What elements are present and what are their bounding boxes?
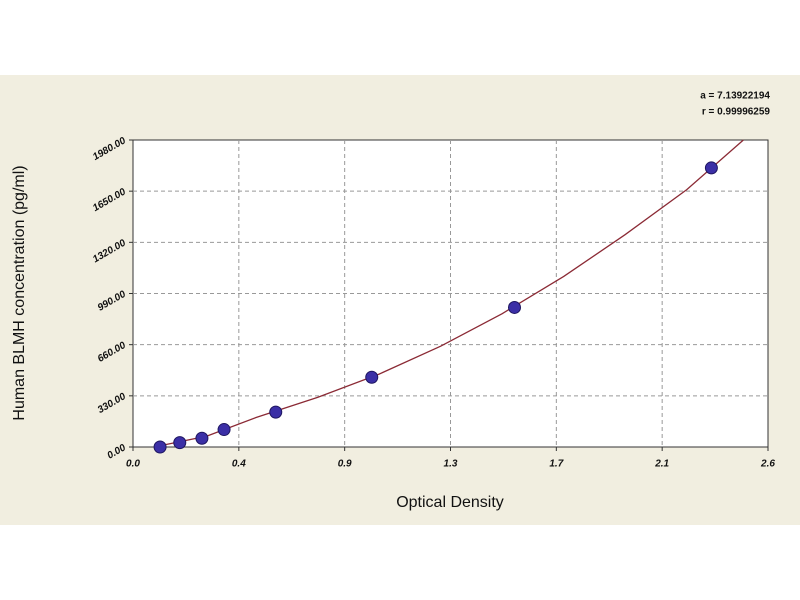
data-point [217,423,231,437]
data-point [269,405,283,419]
data-point [153,440,167,454]
annotation: r = 0.99996259 [702,107,771,118]
annotation: a = 7.13922194 [700,91,770,102]
fit-curve [157,139,744,447]
x-tick-label: 1.3 [444,459,458,470]
data-point [704,161,718,175]
x-axis-title: Optical Density [396,494,504,511]
x-tick-label: 0.0 [126,459,140,470]
x-tick-label: 2.6 [760,459,775,470]
x-tick-label: 1.7 [549,459,563,470]
data-point [173,436,187,450]
data-point [507,300,521,314]
y-axis-title: Human BLMH concentration (pg/ml) [11,165,28,420]
data-point [365,370,379,384]
x-tick-label: 0.4 [232,459,246,470]
x-tick-label: 2.1 [654,459,669,470]
data-point [195,431,209,445]
x-tick-label: 0.9 [338,459,352,470]
